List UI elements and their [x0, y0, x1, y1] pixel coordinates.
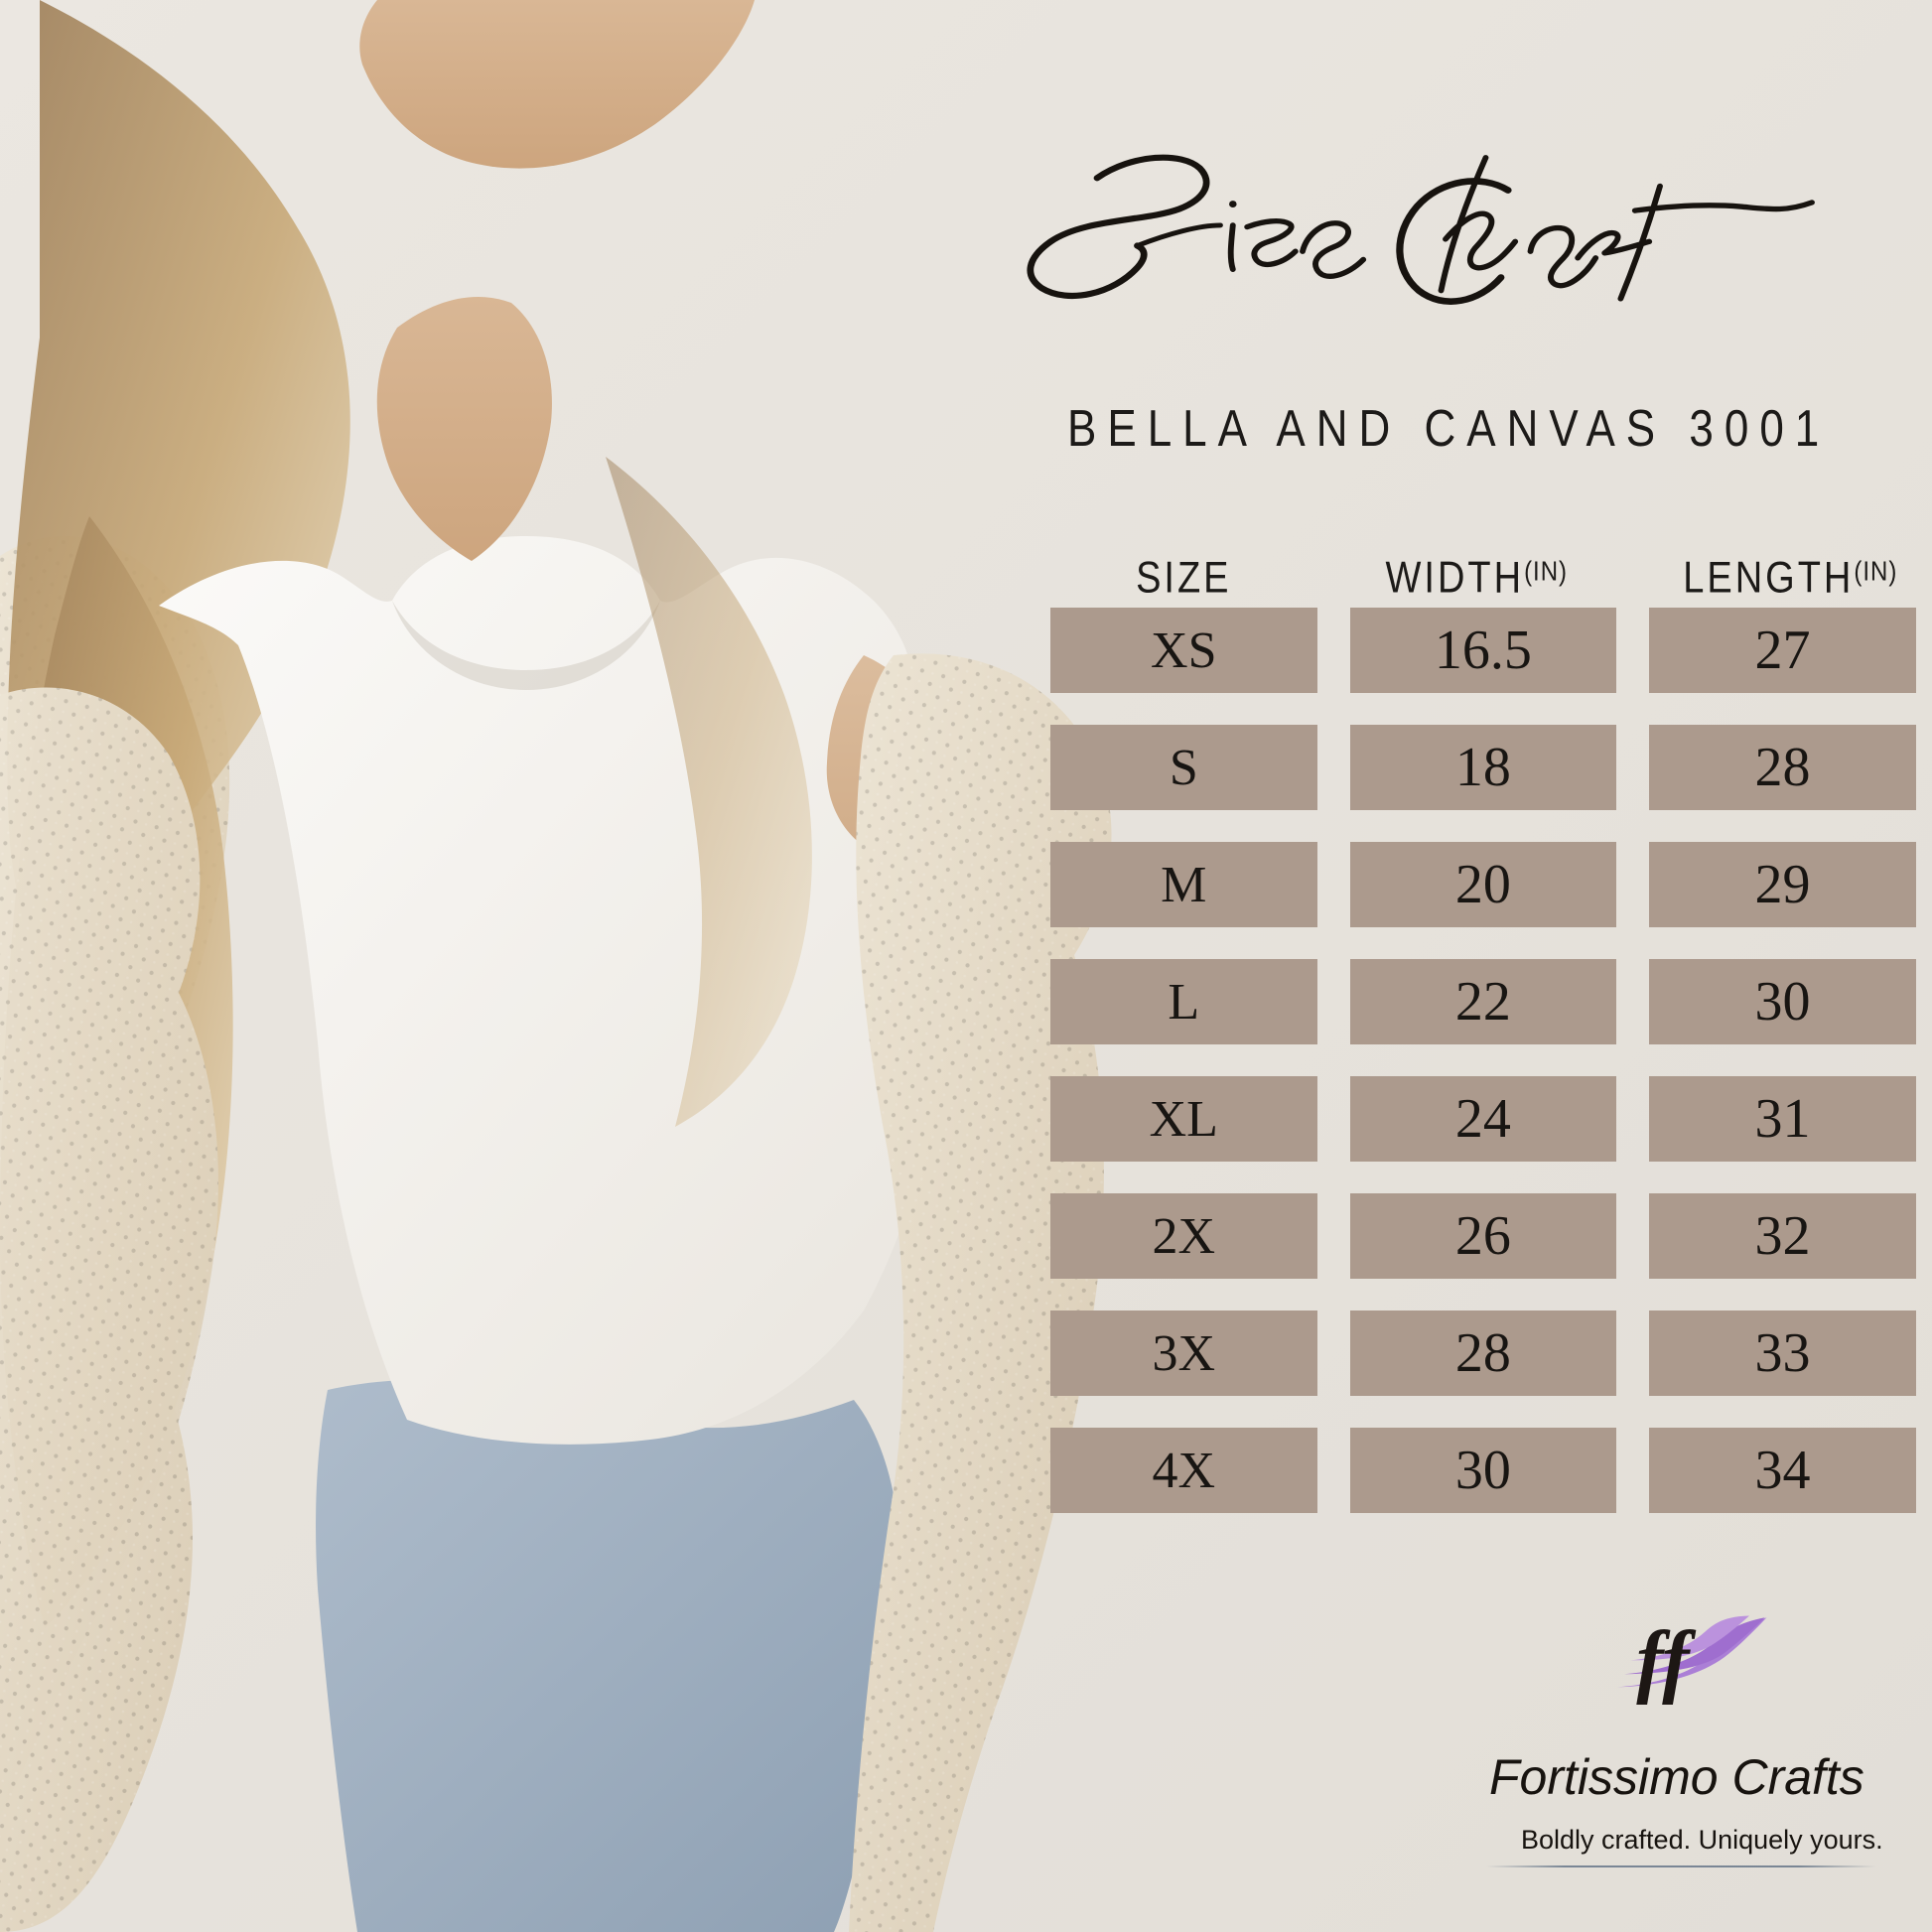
svg-text:ff: ff	[1636, 1614, 1697, 1705]
svg-text:Fortissimo Crafts: Fortissimo Crafts	[1489, 1749, 1864, 1805]
